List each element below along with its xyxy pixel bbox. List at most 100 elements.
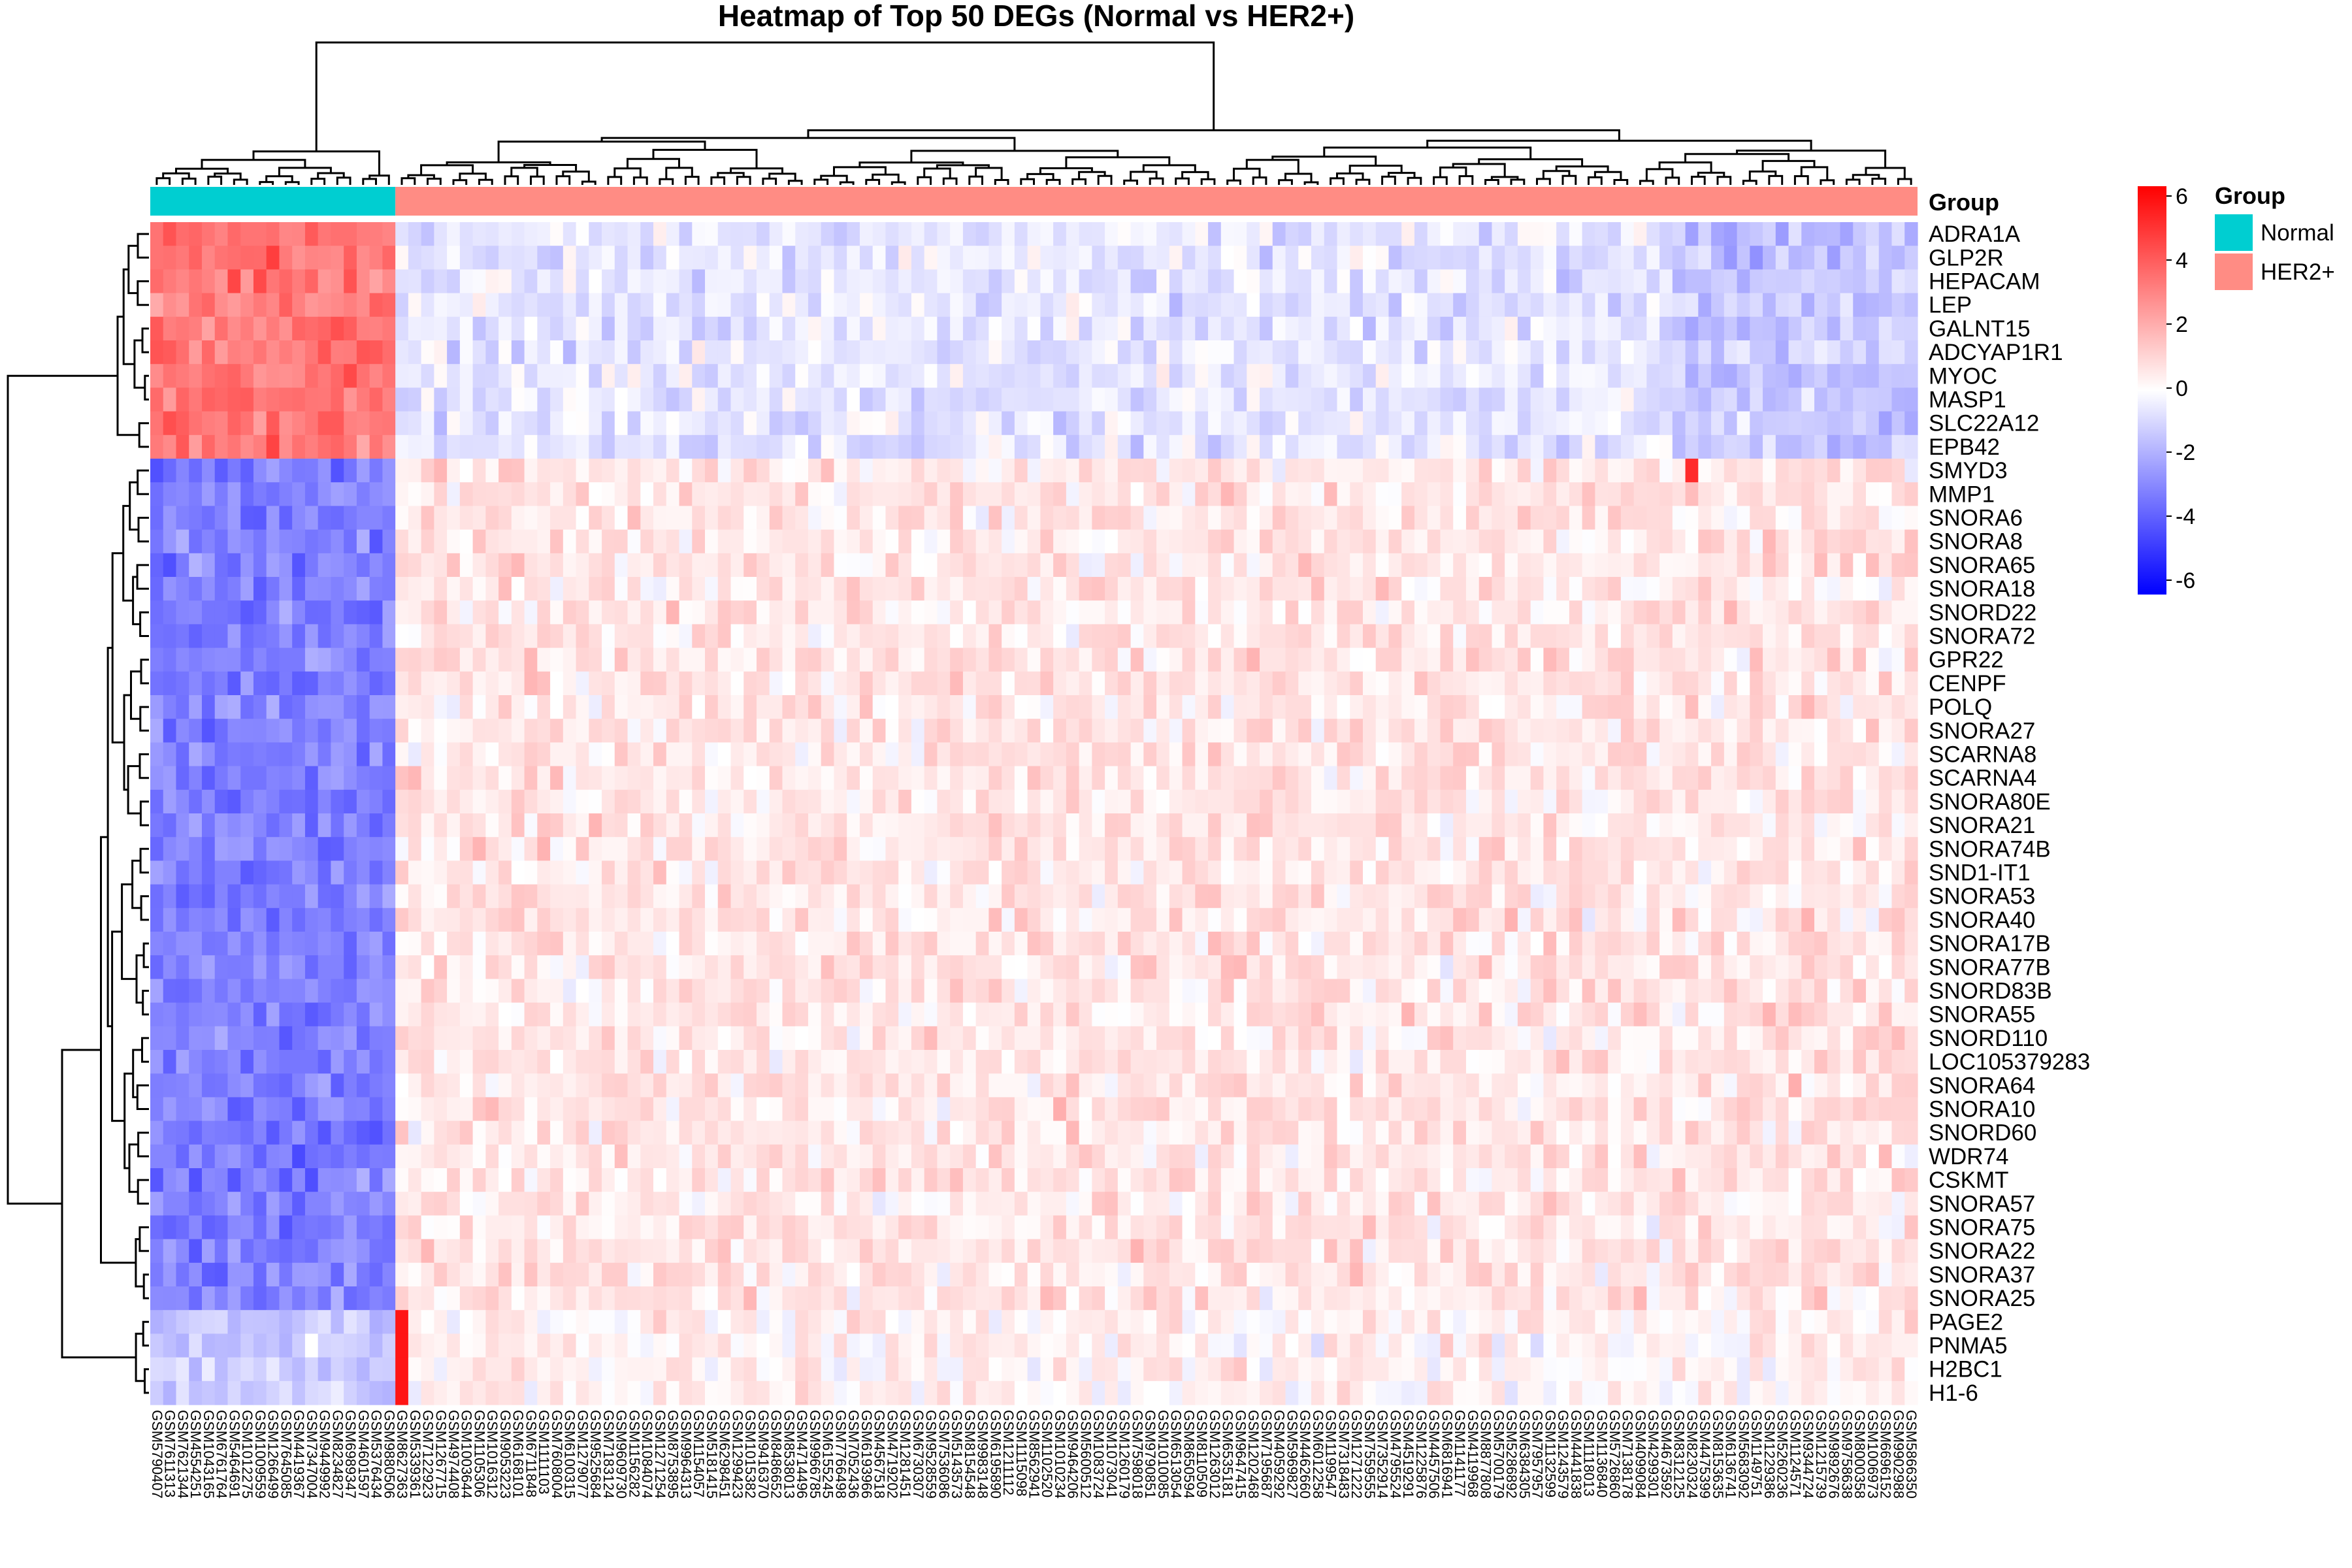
heatmap-cell <box>408 387 422 412</box>
heatmap-cell <box>563 600 577 625</box>
heatmap-cell <box>730 932 744 956</box>
heatmap-cell <box>537 647 551 672</box>
heatmap-cell <box>472 1002 486 1027</box>
heatmap-cell <box>1066 553 1080 578</box>
heatmap-cell <box>1130 553 1144 578</box>
heatmap-cell <box>1311 577 1325 601</box>
heatmap-cell <box>1569 600 1583 625</box>
heatmap-cell <box>1066 955 1080 979</box>
heatmap-cell <box>692 246 706 270</box>
heatmap-cell <box>318 1026 332 1051</box>
heatmap-cell <box>279 529 293 554</box>
heatmap-cell <box>614 529 629 554</box>
heatmap-cell <box>447 222 461 246</box>
heatmap-cell <box>382 364 396 388</box>
heatmap-cell <box>1569 766 1583 791</box>
heatmap-cell <box>550 506 564 531</box>
heatmap-cell <box>808 907 822 932</box>
heatmap-cell <box>1723 624 1738 649</box>
heatmap-cell <box>1556 340 1570 365</box>
heatmap-cell <box>434 316 448 341</box>
column-dendrogram-link <box>762 177 777 185</box>
heatmap-cell <box>395 742 409 767</box>
heatmap-cell <box>950 955 964 979</box>
heatmap-cell <box>1891 364 1905 388</box>
heatmap-cell <box>447 529 461 554</box>
heatmap-cell <box>1117 482 1132 506</box>
heatmap-cell <box>1195 600 1209 625</box>
heatmap-cell <box>227 411 241 436</box>
heatmap-cell <box>434 293 448 318</box>
heatmap-cell <box>1169 246 1183 270</box>
heatmap-cell <box>1105 884 1119 909</box>
heatmap-cell <box>1105 1026 1119 1051</box>
heatmap-cell <box>627 932 641 956</box>
heatmap-cell <box>1156 293 1170 318</box>
heatmap-cell <box>872 813 887 838</box>
heatmap-cell <box>1414 719 1428 743</box>
heatmap-cell <box>847 1002 860 1027</box>
heatmap-cell <box>1737 553 1750 578</box>
heatmap-cell <box>1723 1002 1738 1027</box>
heatmap-cell <box>1156 979 1170 1004</box>
heatmap-cell <box>1298 932 1312 956</box>
heatmap-cell <box>150 411 164 436</box>
heatmap-cell <box>331 577 344 601</box>
heatmap-cell <box>640 837 654 861</box>
column-dendrogram-link <box>736 176 751 185</box>
heatmap-cell <box>1156 316 1170 341</box>
heatmap-cell <box>1027 719 1041 743</box>
heatmap-cell <box>1440 482 1454 506</box>
heatmap-cell <box>1853 695 1867 719</box>
heatmap-cell <box>1814 907 1828 932</box>
heatmap-cell <box>279 269 293 294</box>
heatmap-cell <box>524 719 538 743</box>
heatmap-cell <box>679 742 693 767</box>
heatmap-cell <box>1092 506 1105 531</box>
heatmap-cell <box>1775 1002 1789 1027</box>
heatmap-cell <box>743 789 757 814</box>
heatmap-cell <box>1143 340 1157 365</box>
heatmap-cell <box>1517 222 1531 246</box>
heatmap-cell <box>1079 293 1092 318</box>
heatmap-cell <box>1105 671 1119 696</box>
heatmap-cell <box>1595 553 1609 578</box>
heatmap-cell <box>1388 506 1402 531</box>
heatmap-cell <box>898 884 912 909</box>
heatmap-cell <box>1247 742 1260 767</box>
heatmap-cell <box>627 293 641 318</box>
heatmap-cell <box>1595 411 1609 436</box>
heatmap-cell <box>627 671 641 696</box>
heatmap-cell <box>1260 860 1273 885</box>
heatmap-cell <box>1350 671 1364 696</box>
heatmap-cell <box>1079 932 1092 956</box>
heatmap-cell <box>911 364 925 388</box>
heatmap-cell <box>189 1002 203 1027</box>
heatmap-cell <box>1763 789 1776 814</box>
heatmap-cell <box>214 222 229 246</box>
heatmap-cell <box>1801 387 1815 412</box>
heatmap-cell <box>1182 364 1196 388</box>
heatmap-cell <box>395 506 409 531</box>
heatmap-cell <box>485 222 499 246</box>
heatmap-cell <box>808 624 822 649</box>
heatmap-cell <box>679 459 693 483</box>
heatmap-cell <box>266 529 280 554</box>
heatmap-cell <box>730 1002 744 1027</box>
heatmap-cell <box>1324 955 1338 979</box>
heatmap-cell <box>1853 316 1867 341</box>
heatmap-cell <box>472 340 486 365</box>
heatmap-cell <box>318 884 332 909</box>
heatmap-cell <box>1853 506 1867 531</box>
heatmap-cell <box>408 434 422 459</box>
heatmap-cell <box>1130 459 1144 483</box>
heatmap-cell <box>1440 340 1454 365</box>
heatmap-cell <box>1298 979 1312 1004</box>
heatmap-cell <box>472 364 486 388</box>
heatmap-cell <box>1750 932 1763 956</box>
heatmap-cell <box>692 884 706 909</box>
heatmap-cell <box>1427 553 1441 578</box>
heatmap-cell <box>1543 860 1557 885</box>
heatmap-cell <box>1853 293 1867 318</box>
heatmap-cell <box>304 482 319 506</box>
